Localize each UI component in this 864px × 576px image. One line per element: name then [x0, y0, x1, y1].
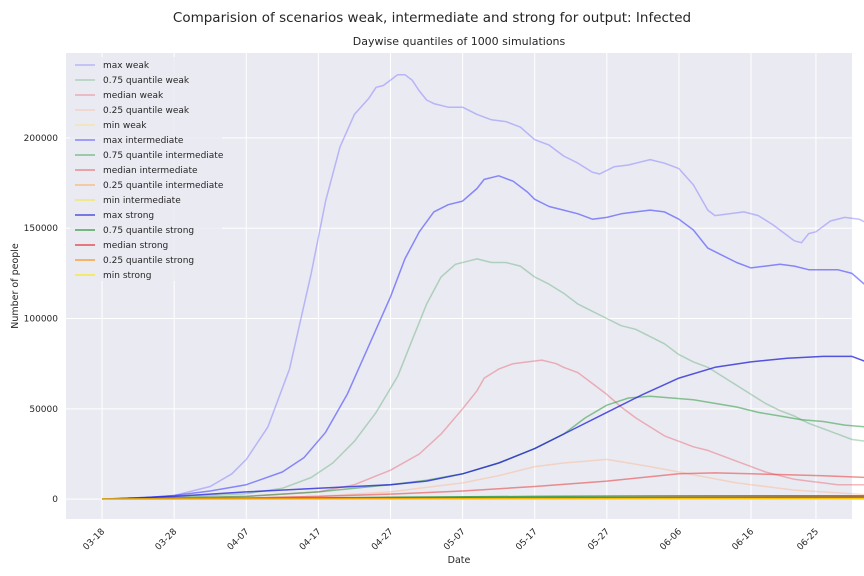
legend-label: 0.25 quantile weak [103, 106, 190, 116]
legend: max weak 0.75 quantile weak median weak 0.2… [70, 57, 224, 281]
series-line-1 [102, 73, 864, 500]
series-line-6 [102, 175, 864, 500]
legend-label: 0.75 quantile weak [103, 76, 190, 86]
series-line-11 [102, 355, 864, 500]
legend-label: 0.75 quantile strong [103, 226, 194, 236]
series-layer [102, 73, 864, 500]
legend-label: max weak [103, 61, 150, 71]
legend-label: 0.75 quantile intermediate [103, 151, 224, 161]
series-line-2 [102, 258, 864, 500]
legend-label: median weak [103, 91, 164, 101]
legend-label: min intermediate [103, 196, 181, 206]
legend-box [70, 57, 222, 281]
legend-label: min strong [103, 271, 151, 281]
y-tick-label: 200000 [24, 134, 59, 144]
legend-label: median strong [103, 241, 168, 251]
y-axis-label: Number of people [10, 243, 21, 329]
legend-label: max strong [103, 211, 154, 221]
chart-suptitle: Comparision of scenarios weak, intermedi… [173, 10, 691, 26]
series-line-8 [102, 472, 864, 500]
legend-label: 0.25 quantile strong [103, 256, 194, 266]
series-line-4 [102, 458, 864, 500]
legend-label: median intermediate [103, 166, 198, 176]
y-tick-label: 50000 [29, 405, 58, 415]
x-axis-label: Date [448, 555, 471, 566]
y-tick-label: 100000 [24, 315, 59, 325]
y-tick-label: 0 [52, 495, 58, 505]
chart-title: Daywise quantiles of 1000 simulations [353, 35, 566, 48]
legend-label: min weak [103, 121, 147, 131]
y-axis-ticks: 0 50000 100000 150000 200000 [24, 134, 59, 505]
legend-label: max intermediate [103, 136, 184, 146]
y-tick-label: 150000 [24, 224, 59, 234]
legend-label: 0.25 quantile intermediate [103, 181, 224, 191]
